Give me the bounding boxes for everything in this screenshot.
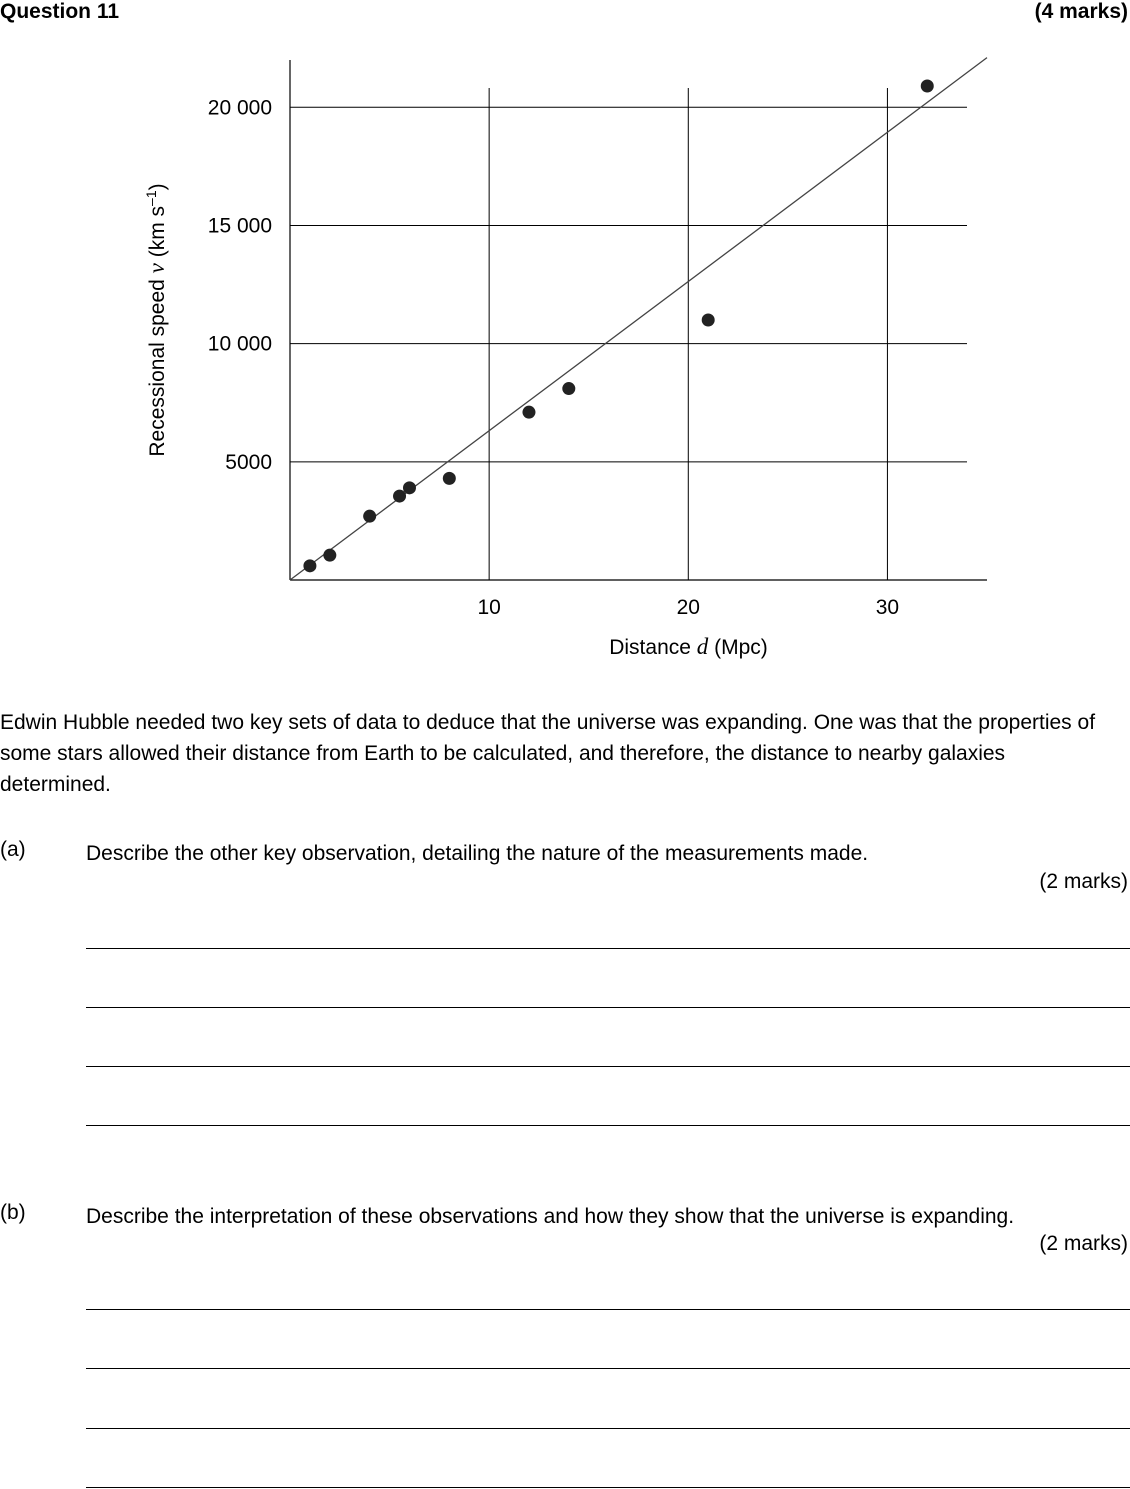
part-b-label: (b): [0, 1201, 26, 1224]
part-b-answer-line[interactable]: [86, 1368, 1130, 1369]
part-a-marks: (2 marks): [1039, 870, 1128, 893]
x-tick-label: 10: [477, 596, 500, 619]
question-title: Question 11: [0, 0, 120, 23]
question-marks: (4 marks): [1034, 0, 1128, 23]
y-tick-label: 10 000: [208, 333, 272, 356]
trend-line: [289, 57, 988, 581]
part-a-label: (a): [0, 838, 26, 861]
part-b-answer-line[interactable]: [86, 1428, 1130, 1429]
part-b-question: Describe the interpretation of these obs…: [86, 1205, 1015, 1228]
part-a-question: Describe the other key observation, deta…: [86, 842, 869, 865]
data-point: [562, 382, 576, 396]
x-tick-label: 30: [876, 596, 899, 619]
y-axis-label: Recessional speed v (km s–1): [143, 183, 169, 456]
part-a-answer-line[interactable]: [86, 1125, 1130, 1126]
y-tick-label: 5000: [225, 451, 272, 474]
part-b-marks: (2 marks): [1039, 1232, 1128, 1255]
data-point: [920, 79, 934, 93]
part-b-answer-line[interactable]: [86, 1487, 1130, 1488]
x-axis-label: Distance d (Mpc): [609, 634, 768, 659]
y-tick-label: 15 000: [208, 214, 272, 237]
data-point: [393, 489, 407, 503]
data-point: [442, 471, 456, 485]
x-tick-label: 20: [677, 596, 700, 619]
intro-paragraph: Edwin Hubble needed two key sets of data…: [0, 711, 1096, 796]
part-a-answer-line[interactable]: [86, 1007, 1130, 1008]
part-a-answer-line[interactable]: [86, 948, 1130, 949]
data-point: [402, 481, 416, 495]
data-point: [701, 313, 715, 327]
data-point: [522, 405, 536, 419]
hubble-chart: 10 20 30 5000 10 000 15 000 20 000 Distance d (…: [143, 57, 988, 659]
part-b-answer-line[interactable]: [86, 1309, 1130, 1310]
data-point: [303, 559, 317, 573]
y-tick-label: 20 000: [208, 96, 272, 119]
data-point: [363, 509, 377, 523]
part-a-answer-line[interactable]: [86, 1066, 1130, 1067]
data-point: [323, 548, 337, 562]
